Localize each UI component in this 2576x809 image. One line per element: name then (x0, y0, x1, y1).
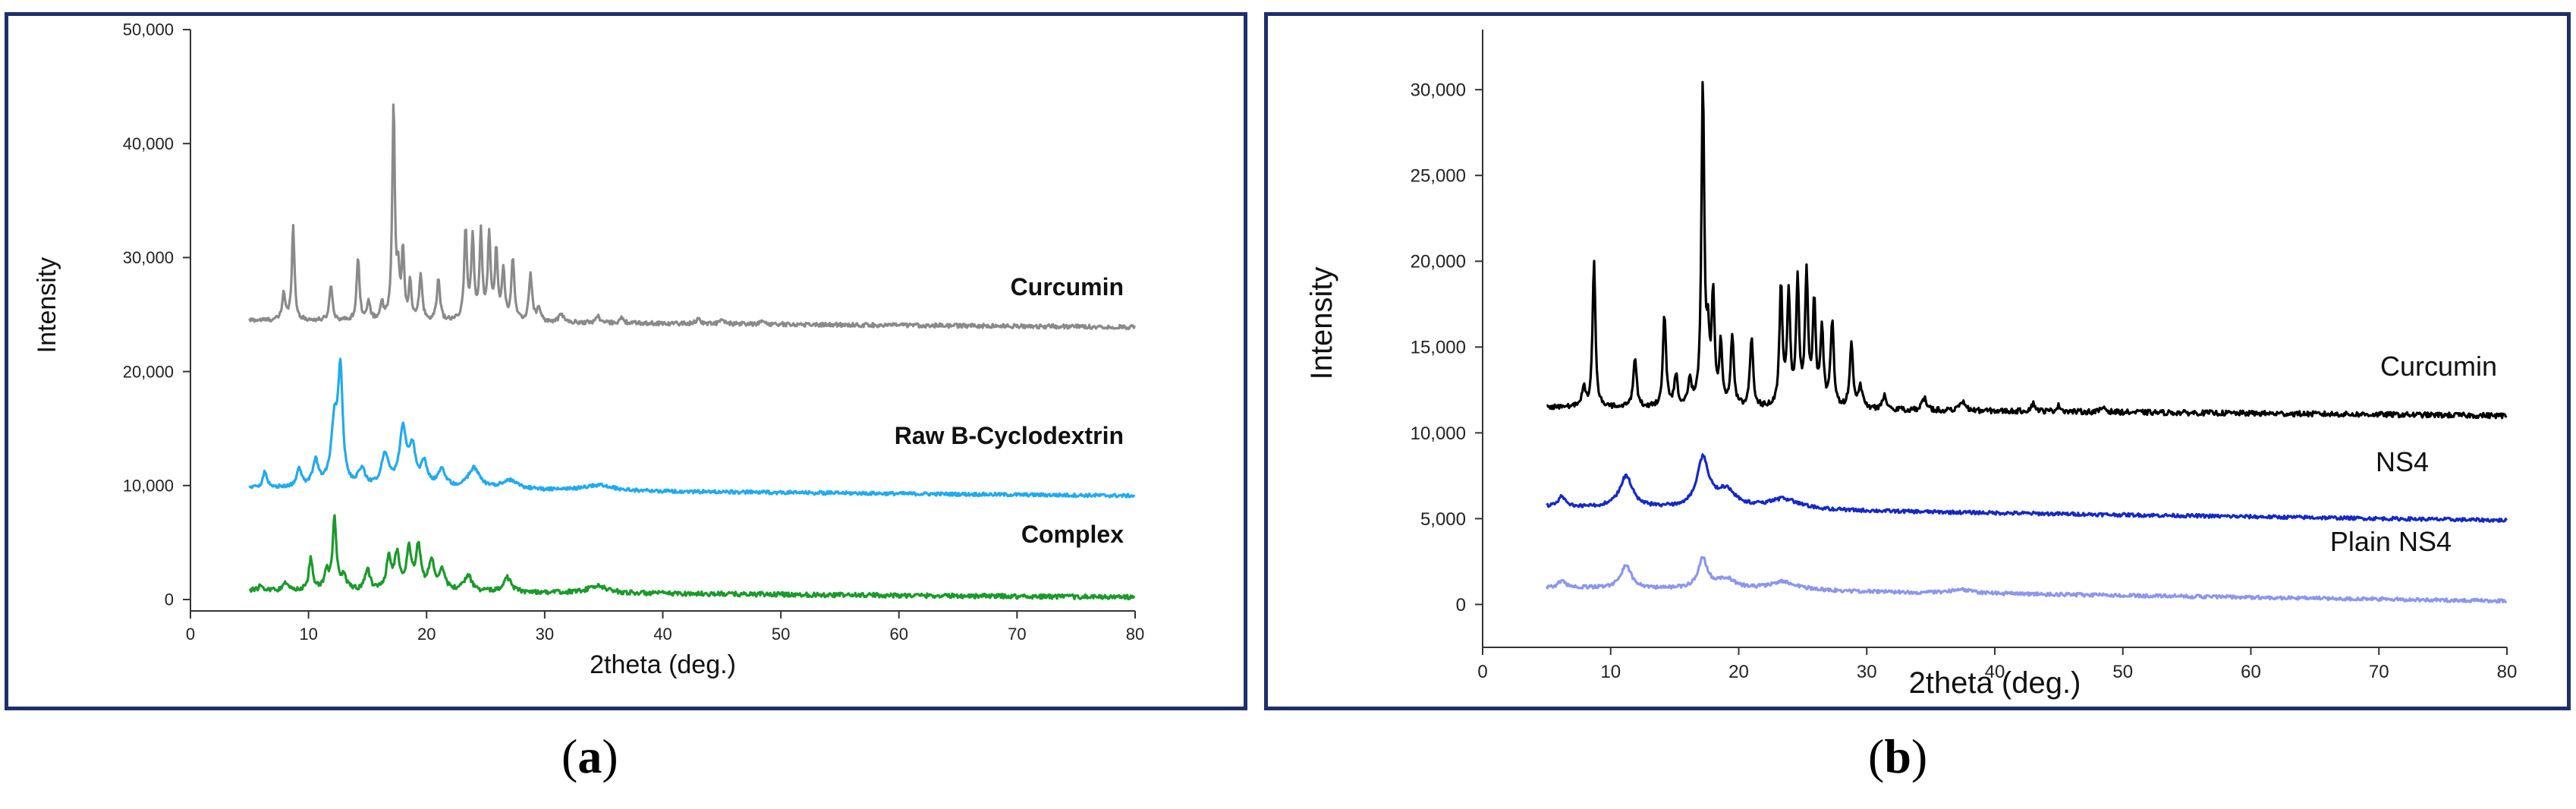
panel-a: 0 10,000 20,000 30,000 40,000 50,000 0 10 20 30 40… (5, 12, 1247, 710)
chart-b-y-tick-label: 15,000 (1411, 338, 1466, 358)
chart-a-series-label: Complex (1021, 521, 1124, 548)
chart-b-x-tick-label: 0 (1477, 662, 1487, 682)
chart-b-x-tick-label: 10 (1600, 662, 1621, 682)
chart-a-x-tick-label: 80 (1126, 625, 1144, 644)
chart-b-y-tick-label: 0 (1456, 595, 1466, 615)
caption-b: (b) (1868, 729, 1928, 783)
chart-a-y-tick-label: 10,000 (123, 476, 174, 495)
chart-b-y-tick-label: 25,000 (1411, 166, 1466, 187)
chart-a-x-tick-label: 50 (772, 625, 790, 644)
chart-a-x-tick-label: 60 (890, 625, 908, 644)
chart-a-y-tick-label: 20,000 (123, 362, 174, 381)
caption-a: (a) (561, 729, 618, 783)
chart-b-x-tick-label: 50 (2112, 662, 2133, 682)
panel-b: 0 5,000 10,000 15,000 20,000 25,000 30,000 0 10 2… (1264, 12, 2571, 710)
chart-b-y-tick-label: 5,000 (1420, 509, 1466, 530)
chart-b-y-axis-title: Intensity (1305, 267, 1338, 380)
chart-a-x-axis-title: 2theta (deg.) (590, 650, 736, 679)
chart-b-x-tick-label: 80 (2497, 662, 2518, 682)
chart-b-x-tick-label: 70 (2369, 662, 2389, 682)
chart-a-x-tick-label: 40 (653, 625, 672, 644)
chart-a-y-tick-label: 40,000 (123, 134, 174, 153)
chart-b-x-tick-label: 30 (1857, 662, 1877, 682)
chart-a-series-complex (248, 514, 1136, 601)
chart-b-x-tick-label: 20 (1728, 662, 1749, 682)
chart-b-series-label: NS4 (2376, 446, 2429, 477)
chart-a-y-axis-title: Intensity (33, 257, 61, 354)
chart-a-y-tick-label: 50,000 (123, 20, 174, 39)
chart-a-x-tick-label: 0 (186, 625, 195, 644)
chart-a-y-tick-label: 0 (165, 590, 174, 609)
chart-a-series-label: Curcumin (1011, 273, 1124, 301)
chart-a-x-tick-label: 30 (536, 625, 554, 644)
chart-a-x-tick-label: 10 (299, 625, 317, 644)
chart-b-x-axis-title: 2theta (deg.) (1909, 666, 2081, 700)
chart-b-series-label: Plain NS4 (2330, 526, 2452, 557)
chart-a-x-tick-label: 70 (1008, 625, 1026, 644)
chart-a-series-raw-b-cyclodextrin (248, 357, 1136, 499)
chart-b-series-label: Curcumin (2380, 351, 2497, 382)
chart-a-x-tick-label: 20 (417, 625, 436, 644)
chart-b-y-tick-label: 20,000 (1411, 252, 1466, 272)
chart-a-series-curcumin (248, 103, 1137, 331)
chart-b: 0 5,000 10,000 15,000 20,000 25,000 30,000 0 10 2… (1305, 30, 2518, 700)
chart-a-y-tick-label: 30,000 (123, 248, 174, 267)
chart-b-x-tick-label: 40 (1985, 662, 2005, 682)
chart-b-x-tick-label: 60 (2241, 662, 2261, 682)
chart-b-y-tick-label: 10,000 (1411, 423, 1466, 444)
chart-b-series-plain-ns4 (1545, 556, 2508, 604)
chart-b-y-tick-label: 30,000 (1411, 80, 1466, 101)
chart-a-series-label: Raw B-Cyclodextrin (895, 422, 1124, 449)
chart-b-series-curcumin (1546, 80, 2508, 420)
chart-b-series-ns4 (1546, 453, 2508, 523)
chart-a: 0 10,000 20,000 30,000 40,000 50,000 0 10 20 30 40… (33, 20, 1144, 679)
